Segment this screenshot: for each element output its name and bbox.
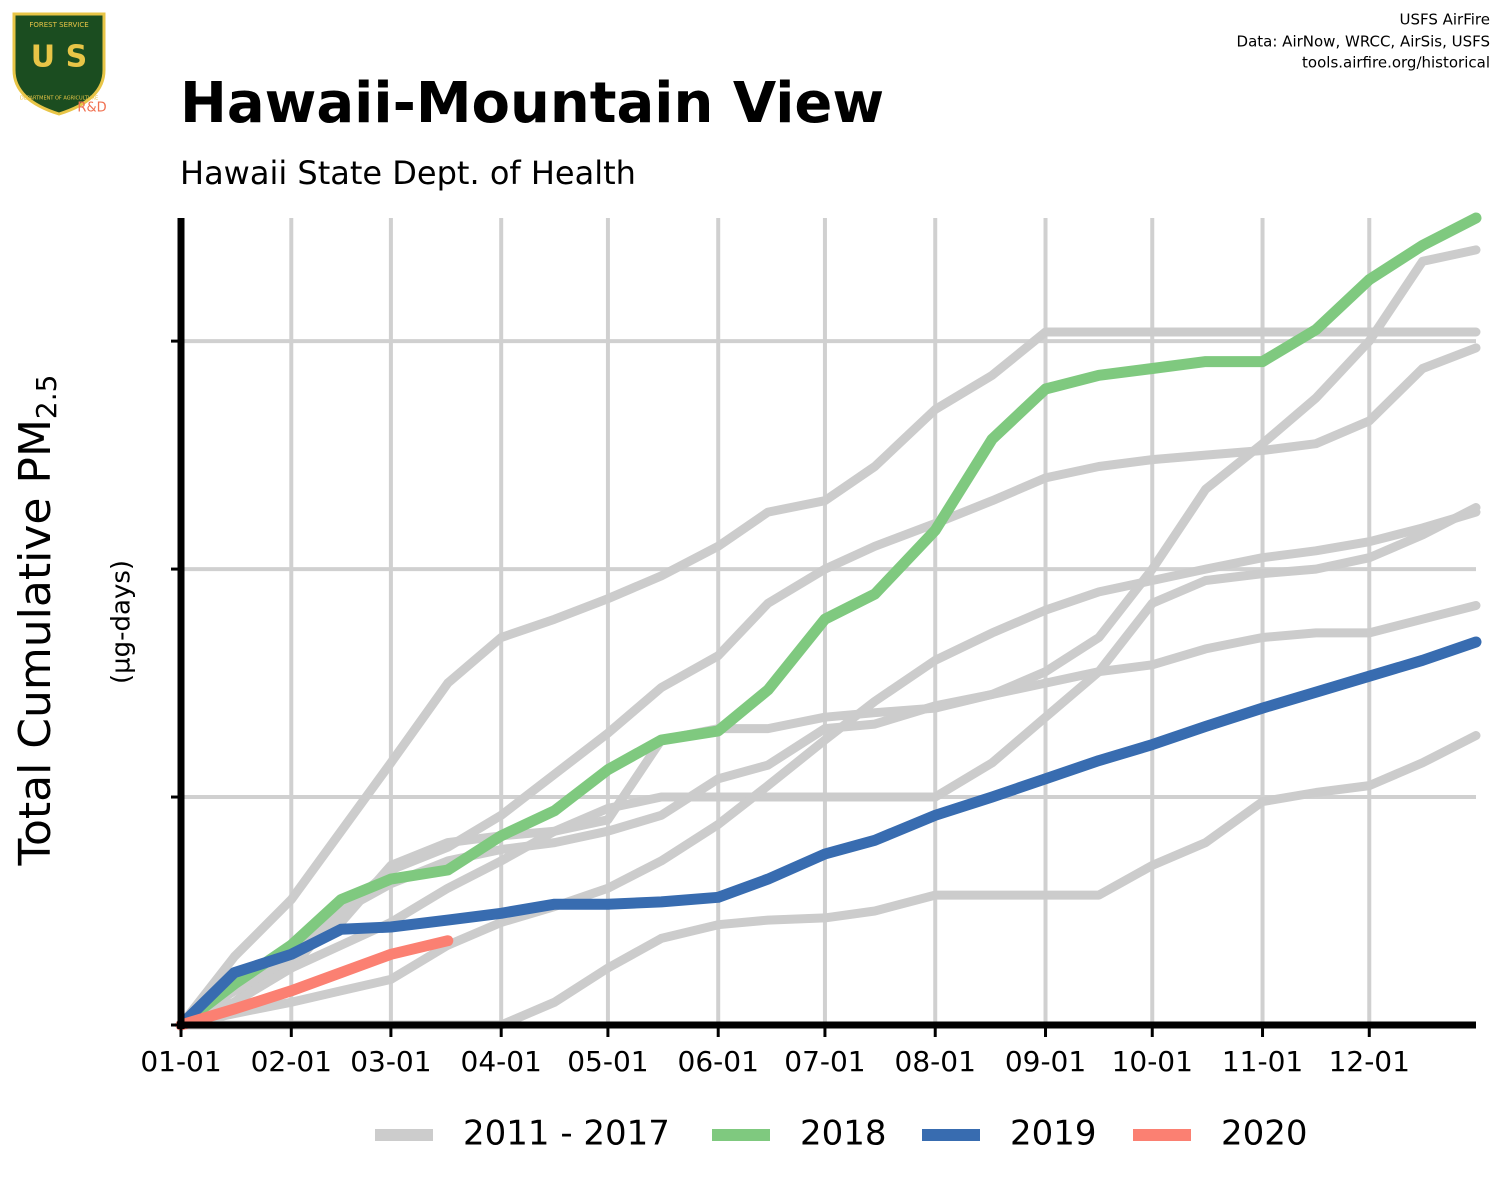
y-axis-label-sub: 2.5: [30, 375, 63, 420]
y-axis-unit: (µg-days): [107, 560, 137, 684]
x-tick-label: 11-01: [1222, 1045, 1303, 1078]
x-tick-label: 03-01: [350, 1045, 431, 1078]
x-tick-label: 05-01: [567, 1045, 648, 1078]
attribution: tools.airfire.org/historical: [1302, 54, 1490, 72]
attribution: Data: AirNow, WRCC, AirSis, USFS: [1237, 33, 1490, 51]
attribution: USFS AirFire: [1399, 11, 1490, 29]
logo-top: FOREST SERVICE: [29, 21, 88, 29]
x-tick-label: 09-01: [1005, 1045, 1086, 1078]
logo-shield: [12, 12, 106, 116]
legend: 2011 - 2017 2018 2019 2020: [375, 1114, 1308, 1154]
y-axis-label: Total Cumulative PM2.5: [10, 375, 63, 867]
axes: 01-01 02-01 03-01 04-01 05-01 06-01 07-01 08-01…: [140, 218, 1476, 1078]
chart-subtitle: Hawaii State Dept. of Health: [180, 154, 636, 192]
series-line: [175, 636, 1482, 1031]
x-tick-label: 06-01: [678, 1045, 759, 1078]
series-line: [176, 503, 1481, 1030]
series-line: [175, 212, 1482, 1031]
x-tick-label: 12-01: [1329, 1045, 1410, 1078]
series-line: [176, 507, 1481, 1030]
chart-title: Hawaii-Mountain View: [180, 71, 884, 136]
logo-bottom: DEPARTMENT OF AGRICULTURE: [20, 96, 98, 102]
x-tick-label: 01-01: [140, 1045, 221, 1078]
x-tick-label: 07-01: [784, 1045, 865, 1078]
legend-label: 2018: [800, 1114, 887, 1154]
lines: [175, 212, 1482, 1031]
legend-label: 2019: [1010, 1114, 1097, 1154]
series-line: [176, 327, 1481, 1030]
series-line: [175, 935, 454, 1031]
logo: FOREST SERVICE U S DEPARTMENT OF AGRICUL…: [12, 12, 107, 116]
logo-tag: R&D: [77, 101, 106, 116]
legend-label: 2020: [1221, 1114, 1308, 1154]
x-tick-label: 02-01: [251, 1045, 332, 1078]
y-axis-label-main: Total Cumulative PM: [10, 419, 61, 866]
x-tick-label: 04-01: [461, 1045, 542, 1078]
x-tick-label: 08-01: [895, 1045, 976, 1078]
logo-letters: U S: [31, 40, 87, 75]
series-line: [176, 343, 1481, 1030]
x-tick-label: 10-01: [1112, 1045, 1193, 1078]
legend-label: 2011 - 2017: [463, 1114, 670, 1154]
